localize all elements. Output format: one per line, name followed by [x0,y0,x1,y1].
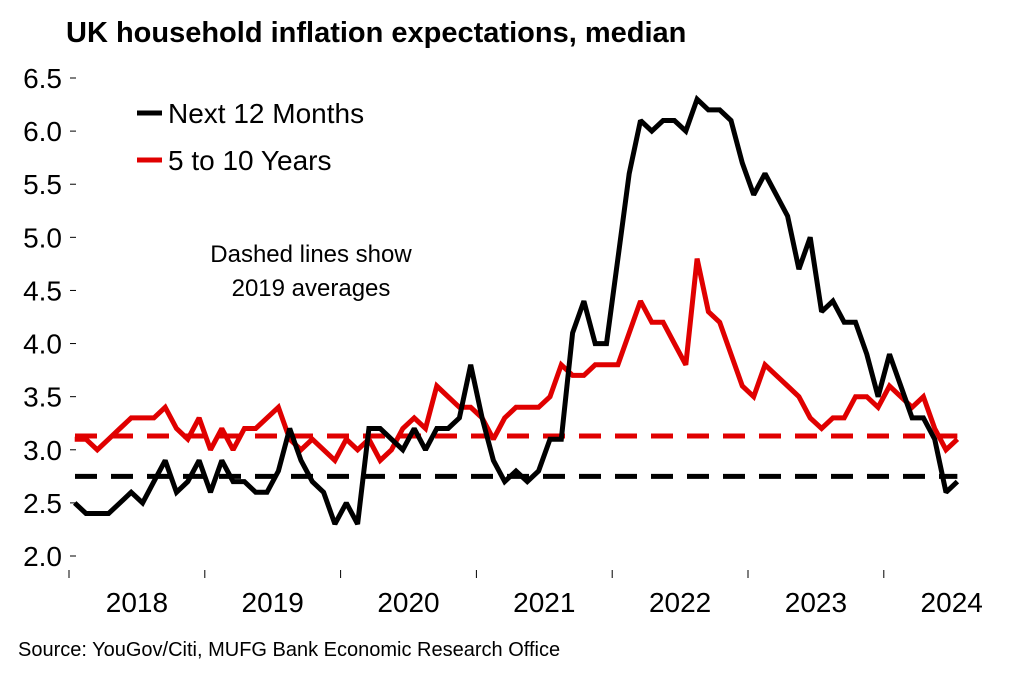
x-tick-label: 2024 [921,587,983,618]
x-tick-label: 2018 [106,587,168,618]
annotation-line-1: Dashed lines show [210,241,412,268]
legend-label: 5 to 10 Years [168,145,331,176]
x-tick-label: 2020 [377,587,439,618]
reference-lines [75,433,958,479]
x-tick-label: 2019 [242,587,304,618]
y-axis: 2.0 2.5 3.0 3.5 4.0 4.5 5.0 5.5 6.0 6.5 [23,63,76,572]
source-note: Source: YouGov/Citi, MUFG Bank Economic … [18,639,560,661]
series-line-next-12-months [72,94,960,526]
y-tick-label: 2.5 [23,488,62,519]
y-tick-label: 6.0 [23,116,62,147]
y-tick-label: 5.0 [23,222,62,253]
series-line-5-to-10-years [74,258,960,465]
legend: Next 12 Months 5 to 10 Years [137,98,364,176]
y-tick-label: 4.5 [23,275,62,306]
series-lines [72,94,960,526]
legend-label: Next 12 Months [168,98,364,129]
y-tick-label: 6.5 [23,63,62,94]
x-tick-label: 2022 [649,587,711,618]
y-tick-label: 2.0 [23,541,62,572]
chart-title: UK household inflation expectations, med… [66,17,686,49]
y-tick-label: 3.0 [23,435,62,466]
legend-item-5-to-10-years: 5 to 10 Years [137,145,331,176]
x-tick-label: 2023 [785,587,847,618]
y-tick-label: 4.0 [23,329,62,360]
y-tick-label: 5.5 [23,169,62,200]
x-axis: 2018 2019 2020 2021 2022 2023 2024 [68,570,983,618]
annotation: Dashed lines show 2019 averages [210,241,412,302]
x-tick-label: 2021 [513,587,575,618]
annotation-line-2: 2019 averages [232,275,391,302]
legend-item-next-12-months: Next 12 Months [137,98,364,129]
y-tick-label: 3.5 [23,382,62,413]
